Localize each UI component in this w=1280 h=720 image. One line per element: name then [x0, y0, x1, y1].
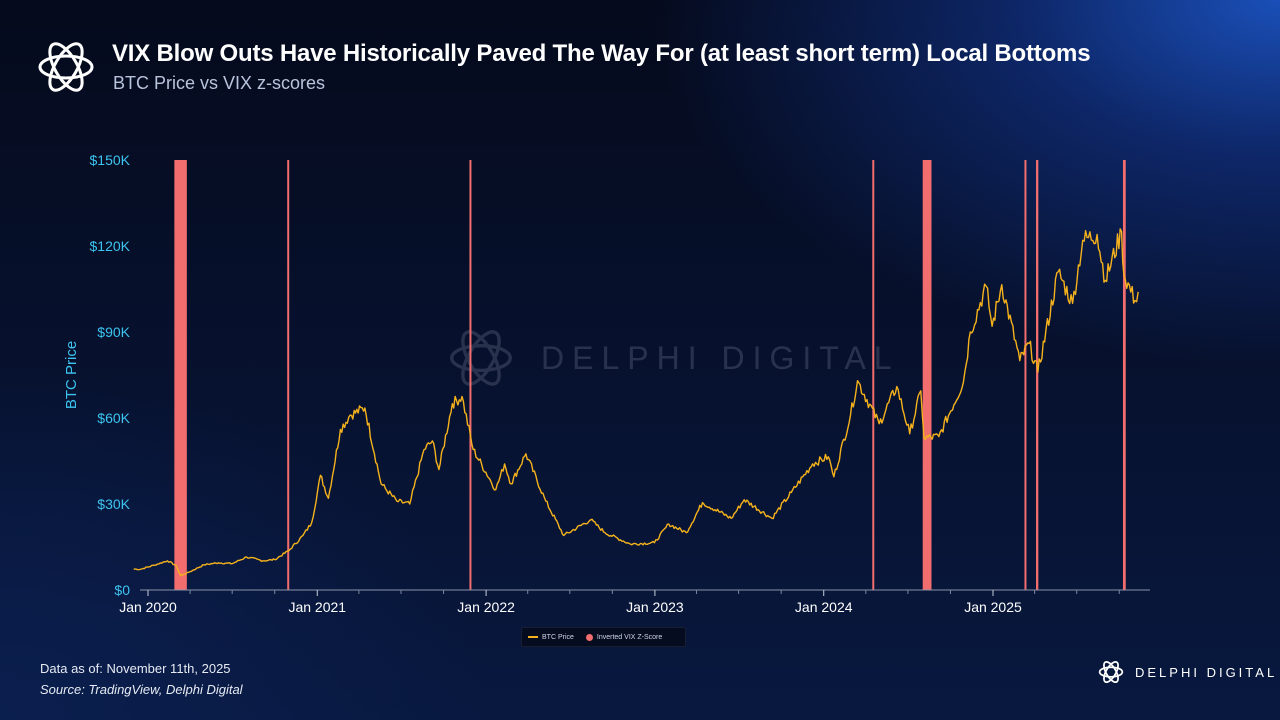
vix-highlight-band — [469, 160, 472, 590]
x-tick-label: Jan 2025 — [964, 599, 1022, 615]
vix-highlight-band — [872, 160, 875, 590]
delphi-logo-icon — [38, 42, 94, 92]
x-tick-label: Jan 2024 — [795, 599, 853, 615]
legend: BTC Price Inverted VIX Z-Score — [521, 627, 686, 647]
x-tick-label: Jan 2022 — [457, 599, 515, 615]
btc-price-series — [133, 228, 1139, 577]
x-axis-ticks: Jan 2020 Jan 2021 Jan 2022 Jan 2023 Jan 2024… — [119, 590, 1022, 615]
vix-highlight-band — [174, 160, 187, 590]
y-tick-label: $90K — [97, 324, 130, 340]
y-tick-label: $0 — [114, 582, 130, 598]
y-tick-label: $60K — [97, 410, 130, 426]
brand: DELPHI DIGITAL — [1097, 658, 1277, 686]
y-tick-label: $120K — [90, 238, 131, 254]
x-axis-minor-ticks — [189, 590, 1120, 594]
chart-title: VIX Blow Outs Have Historically Paved Th… — [112, 40, 1091, 67]
vix-highlight-band — [1122, 160, 1126, 590]
vix-highlight-band — [1036, 160, 1039, 590]
y-axis-label: BTC Price — [63, 341, 80, 409]
y-axis-ticks: $0 $30K $60K $90K $120K $150K — [90, 152, 131, 598]
data-as-of: Data as of: November 11th, 2025 — [40, 661, 231, 676]
vix-highlight-band — [1024, 160, 1027, 590]
vix-highlight-bands — [174, 160, 1126, 590]
y-tick-label: $30K — [97, 496, 130, 512]
legend-item-vix: Inverted VIX Z-Score — [585, 633, 663, 641]
btc-price-line — [133, 228, 1139, 577]
watermark-text: DELPHI DIGITAL — [541, 339, 900, 376]
x-tick-label: Jan 2020 — [119, 599, 177, 615]
legend-swatch-dot — [585, 633, 593, 641]
chart-subtitle: BTC Price vs VIX z-scores — [113, 73, 326, 93]
delphi-logo-icon — [1098, 660, 1124, 684]
source-note: Source: TradingView, Delphi Digital — [40, 682, 243, 697]
vix-highlight-band — [922, 160, 932, 590]
legend-swatch-line — [528, 636, 538, 638]
legend-label-btc-price: BTC Price — [542, 633, 574, 641]
legend-item-btc-price: BTC Price — [528, 634, 574, 641]
y-tick-label: $150K — [90, 152, 131, 168]
brand-name: DELPHI DIGITAL — [1135, 664, 1278, 680]
legend-label-vix: Inverted VIX Z-Score — [596, 633, 663, 641]
vix-highlight-band — [287, 160, 290, 590]
x-tick-label: Jan 2023 — [626, 599, 684, 615]
x-tick-label: Jan 2021 — [288, 599, 346, 615]
